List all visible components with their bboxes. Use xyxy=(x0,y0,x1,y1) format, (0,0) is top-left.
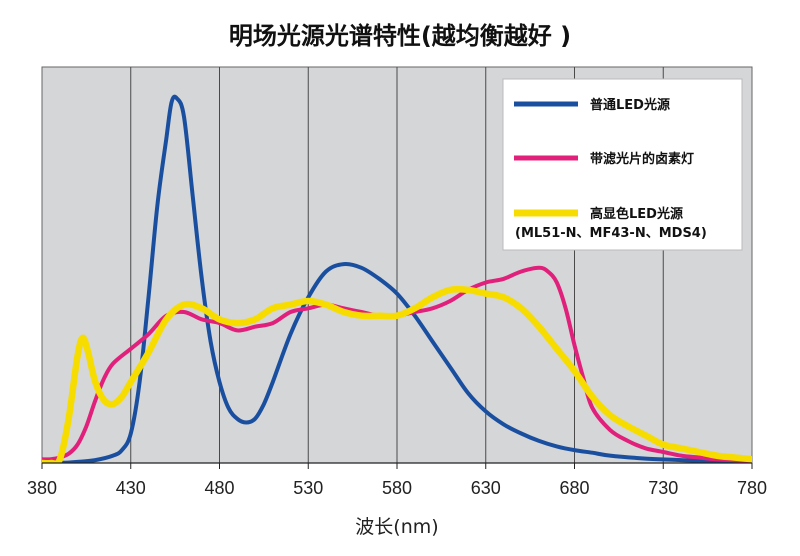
legend-box xyxy=(502,78,743,251)
legend-sublabel-high-cri-led: (ML51-N、MF43-N、MDS4) xyxy=(515,226,707,241)
x-tick-label-380: 380 xyxy=(27,478,57,498)
series-line-high-cri-led xyxy=(42,285,752,463)
legend-label-filtered-halogen: 带滤光片的卤素灯 xyxy=(590,151,694,167)
x-axis-label: 波长(nm) xyxy=(355,516,438,538)
x-tick-label-530: 530 xyxy=(293,478,323,498)
x-tick-label-680: 680 xyxy=(559,478,589,498)
x-tick-label-780: 780 xyxy=(737,478,767,498)
series-layer xyxy=(42,94,752,463)
grid-lines xyxy=(130,67,664,463)
x-tick-label-480: 480 xyxy=(204,478,234,498)
x-tick-label-430: 430 xyxy=(116,478,146,498)
chart-title: 明场光源光谱特性(越均衡越好 ) xyxy=(229,22,571,50)
series-line-standard-led xyxy=(42,94,752,463)
x-axis-ticks: 380 430 480 530 580 630 680 730 780 xyxy=(27,463,767,498)
legend-label-high-cri-led: 高显色LED光源 xyxy=(590,206,683,222)
x-tick-label-580: 580 xyxy=(382,478,412,498)
x-tick-label-630: 630 xyxy=(471,478,501,498)
x-tick-label-730: 730 xyxy=(648,478,678,498)
legend-label-standard-led: 普通LED光源 xyxy=(590,97,670,113)
legend: 普通LED光源 带滤光片的卤素灯 高显色LED光源 (ML51-N、MF43-N… xyxy=(502,78,743,251)
